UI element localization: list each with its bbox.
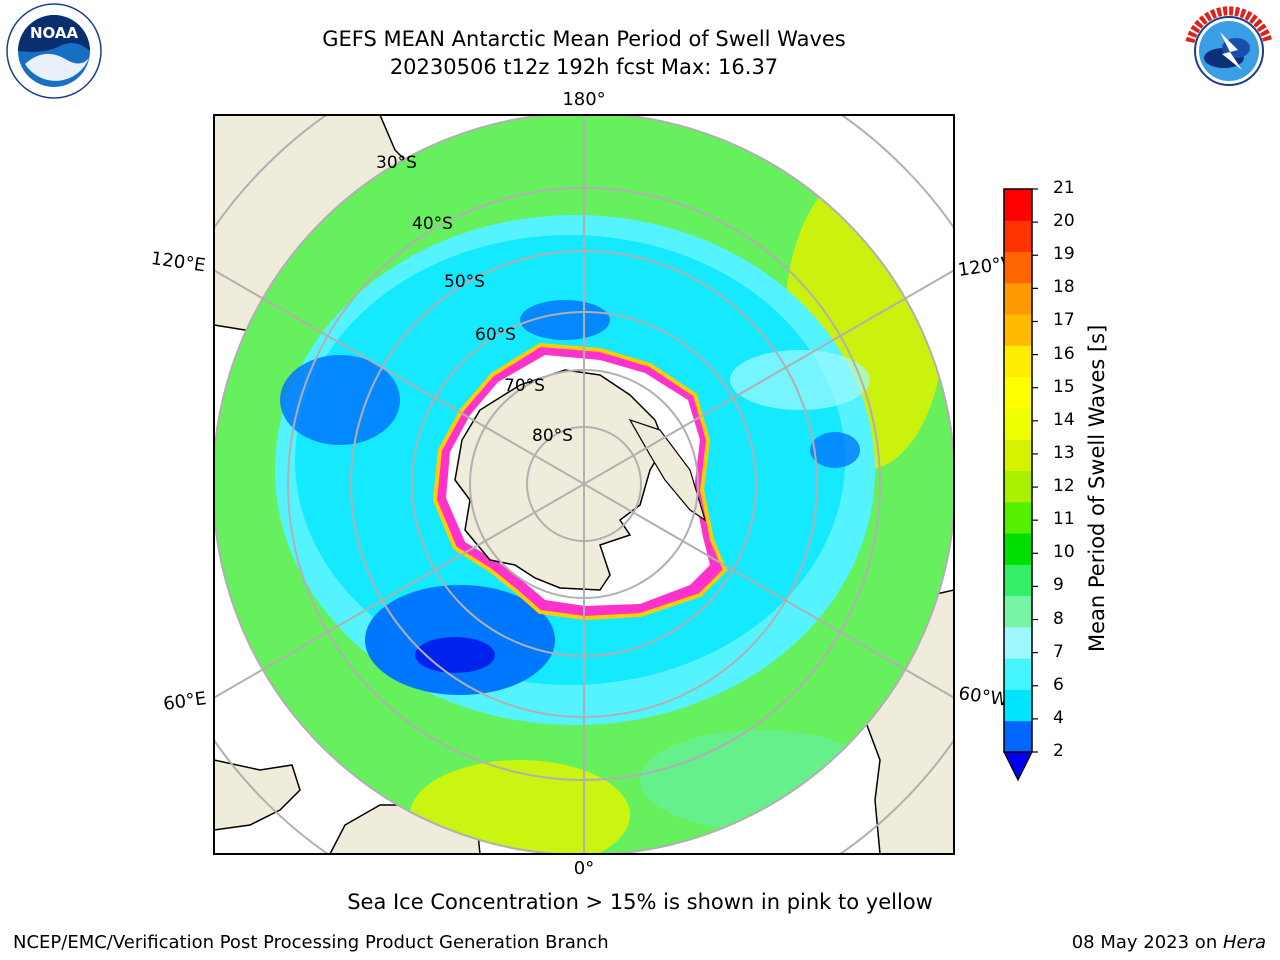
colorbar-segment xyxy=(1004,220,1032,253)
colorbar-tick-label: 9 xyxy=(1053,575,1064,596)
colorbar-segment xyxy=(1004,439,1032,471)
colorbar-tick-label: 11 xyxy=(1053,509,1075,530)
colorbar-segment xyxy=(1004,533,1032,565)
nws-logo xyxy=(1180,2,1278,104)
colorbar-tick-label: 20 xyxy=(1053,211,1075,232)
colorbar-segment xyxy=(1004,189,1032,221)
colorbar-tick-label: 13 xyxy=(1053,442,1075,463)
footer-credit: NCEP/EMC/Verification Post Processing Pr… xyxy=(13,932,609,953)
colorbar-tick-label: 18 xyxy=(1053,277,1075,298)
colorbar-segment xyxy=(1004,470,1032,503)
colorbar-segment xyxy=(1004,626,1032,659)
colorbar-tick-label: 7 xyxy=(1053,641,1064,662)
lon-label-60e: 60°E xyxy=(162,688,208,715)
colorbar-tick-label: 10 xyxy=(1053,542,1075,563)
colorbar-segment xyxy=(1004,251,1032,284)
colorbar-segment xyxy=(1004,720,1032,753)
lat-label-80: 80°S xyxy=(532,426,573,446)
colorbar-segment xyxy=(1004,282,1032,315)
map-panel: 30°S 40°S 50°S 60°S 70°S 80°S xyxy=(214,115,954,854)
colorbar-extend-triangle xyxy=(1003,751,1033,782)
colorbar-tick-label: 14 xyxy=(1053,409,1075,430)
colorbar-segment xyxy=(1004,314,1032,346)
colorbar-tick-label: 19 xyxy=(1053,244,1075,265)
footer-date: 08 May 2023 on Hera xyxy=(1071,932,1266,953)
lat-label-30: 30°S xyxy=(376,153,417,173)
lat-label-40: 40°S xyxy=(412,214,453,234)
graticule xyxy=(214,115,954,854)
lon-label-180: 180° xyxy=(562,89,605,110)
colorbar-tick-label: 17 xyxy=(1053,310,1075,331)
colorbar-tick-label: 2 xyxy=(1053,741,1064,761)
colorbar-label: Mean Period of Swell Waves [s] xyxy=(1085,324,1109,652)
colorbar xyxy=(1003,188,1038,782)
svg-text:NOAA: NOAA xyxy=(30,24,79,42)
colorbar-tick-label: 4 xyxy=(1053,707,1064,728)
lat-label-50: 50°S xyxy=(444,272,485,292)
chart-subtitle: 20230506 t12z 192h fcst Max: 16.37 xyxy=(389,55,779,79)
colorbar-outline xyxy=(1003,188,1033,753)
lon-label-0: 0° xyxy=(574,858,594,879)
colorbar-tick-label: 12 xyxy=(1053,476,1075,497)
sea-ice-caption: Sea Ice Concentration > 15% is shown in … xyxy=(347,890,933,914)
colorbar-segment xyxy=(1004,689,1032,722)
colorbar-segment xyxy=(1004,658,1032,690)
colorbar-tick-label: 15 xyxy=(1053,376,1075,397)
lon-label-120e: 120°E xyxy=(150,248,207,276)
colorbar-tick-label: 8 xyxy=(1053,608,1064,629)
colorbar-segment xyxy=(1004,501,1032,534)
colorbar-tick-label: 6 xyxy=(1053,674,1064,695)
noaa-logo: NOAA xyxy=(5,2,103,104)
chart-title: GEFS MEAN Antarctic Mean Period of Swell… xyxy=(322,27,846,51)
colorbar-segment xyxy=(1004,376,1032,409)
lat-label-60: 60°S xyxy=(475,325,516,345)
colorbar-tick-label: 16 xyxy=(1053,343,1075,364)
lon-label-60w: 60°W xyxy=(957,683,1009,711)
colorbar-segment xyxy=(1004,407,1032,440)
lat-label-70: 70°S xyxy=(504,376,545,396)
colorbar-tick-label: 21 xyxy=(1053,178,1075,198)
colorbar-segment xyxy=(1004,564,1032,597)
colorbar-segment xyxy=(1004,595,1032,628)
colorbar-segment xyxy=(1004,345,1032,378)
footer-host: Hera xyxy=(1222,932,1266,953)
